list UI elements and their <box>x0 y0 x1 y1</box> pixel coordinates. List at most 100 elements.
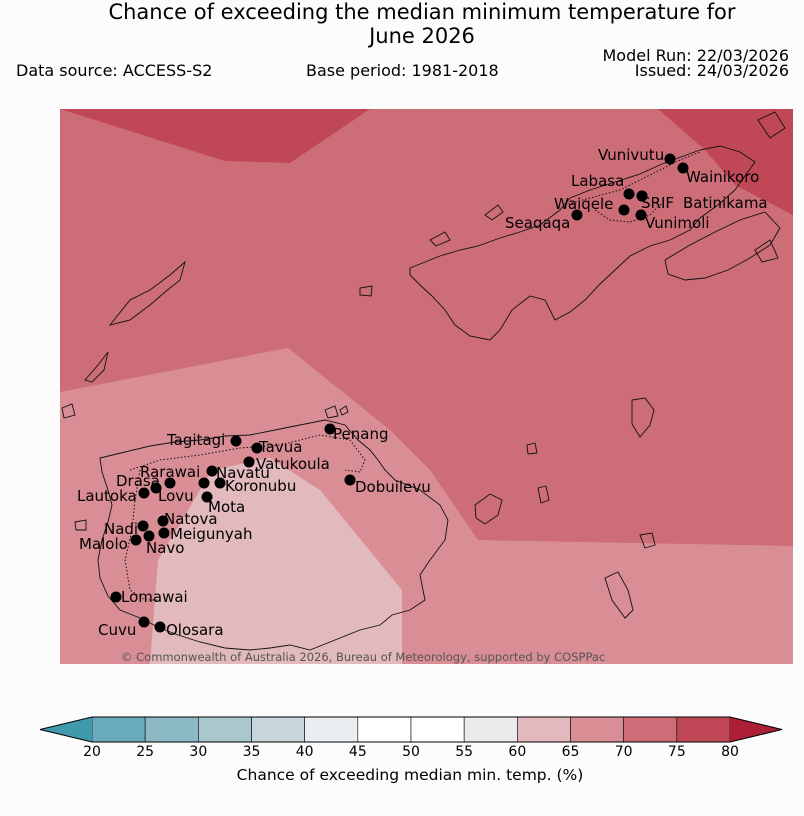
station-marker <box>214 477 226 489</box>
colorbar-cell <box>570 716 624 743</box>
station-marker <box>324 423 336 435</box>
taveuni-coast <box>664 211 781 281</box>
station-label: Navo <box>146 539 184 557</box>
station-label: Vatukoula <box>256 455 330 473</box>
title-line-1: Chance of exceeding the median minimum t… <box>108 0 736 24</box>
station-label: Lautoka <box>77 487 137 505</box>
station-label: Lomawai <box>121 588 188 606</box>
station-marker <box>158 527 170 539</box>
colorbar-cell <box>517 716 571 743</box>
colorbar-cells <box>91 716 731 743</box>
station-label: Mota <box>208 498 245 516</box>
station-marker <box>138 616 150 628</box>
station-label: Meigunyah <box>170 525 252 543</box>
chart-title: Chance of exceeding the median minimum t… <box>0 0 804 48</box>
colorbar-cell <box>144 716 199 743</box>
islet-penang-2 <box>339 405 349 416</box>
colorbar-tick-label: 75 <box>667 744 686 760</box>
station-marker <box>201 491 213 503</box>
colorbar-tick-label: 55 <box>455 744 474 760</box>
station-label: Wainikoro <box>686 168 759 186</box>
district-boundaries <box>124 151 701 601</box>
islet-west-2 <box>61 403 76 419</box>
station-label: Lovu <box>158 487 194 505</box>
station-label: Malolo <box>79 535 128 553</box>
colorbar-high-extension <box>730 717 782 742</box>
station-label: Natova <box>164 510 218 528</box>
colorbar-cell <box>410 716 465 743</box>
gau-coast <box>604 571 634 619</box>
colorbar-tick-label: 40 <box>295 744 314 760</box>
viti-levu-boundary-west <box>124 469 160 601</box>
station-marker <box>150 482 162 494</box>
ovalau-coast <box>474 493 503 525</box>
station-label: Drasa <box>116 472 160 490</box>
station-markers: Vunivutu Wainikoro Labasa Waiqele SRIF Batini… <box>77 146 768 639</box>
station-marker <box>636 190 648 202</box>
station-marker <box>664 153 676 165</box>
viti-levu-boundary-north <box>129 434 366 473</box>
colorbar-cell <box>676 716 731 743</box>
vanua-levu-boundary <box>564 151 701 206</box>
station-marker <box>677 162 689 174</box>
colorbar-cell <box>304 716 359 743</box>
station-label: Labasa <box>571 172 624 190</box>
colorbar-outline <box>39 716 783 743</box>
colorbar-tick-label: 25 <box>136 744 155 760</box>
colorbar-label: Chance of exceeding median min. temp. (%… <box>236 766 584 784</box>
station-marker <box>110 591 122 603</box>
colorbar-ticks: 20 25 30 35 40 45 50 55 60 65 70 75 80 <box>0 744 804 762</box>
yasawa-south <box>84 351 109 383</box>
colorbar-tick-label: 45 <box>348 744 367 760</box>
band-75-80-west <box>60 109 370 163</box>
yasawa-islands <box>108 260 186 326</box>
issued-text: Issued: 24/03/2026 <box>634 61 789 80</box>
islet-east-1 <box>754 239 779 263</box>
station-marker <box>164 477 176 489</box>
colorbar-tick-label: 30 <box>189 744 208 760</box>
station-marker <box>206 465 218 477</box>
colorbar-tick-label: 80 <box>721 744 739 760</box>
station-marker <box>130 534 142 546</box>
data-source-text: Data source: ACCESS-S2 <box>16 61 213 80</box>
station-marker <box>143 530 155 542</box>
colorbar-cell <box>198 716 252 743</box>
station-label: Batinikama <box>683 194 768 212</box>
station-marker <box>623 188 635 200</box>
colorbar <box>39 716 783 743</box>
station-label: Waiqele <box>554 195 613 213</box>
colorbar-tick-label: 65 <box>561 744 580 760</box>
colorbar-tick-label: 50 <box>402 744 420 760</box>
islet-north-2 <box>484 204 504 221</box>
colorbar-tick-label: 70 <box>614 744 633 760</box>
station-marker <box>243 456 255 468</box>
title-line-2: June 2026 <box>369 24 475 48</box>
station-marker <box>571 209 583 221</box>
station-label: Olosara <box>166 621 224 639</box>
colorbar-cell <box>91 716 146 743</box>
probability-fields <box>60 109 793 664</box>
station-marker <box>344 474 356 486</box>
koro-coast <box>631 397 655 438</box>
colorbar-tick-label: 20 <box>83 744 101 760</box>
colorbar-cell <box>623 716 678 743</box>
station-marker <box>157 515 169 527</box>
station-label: Navatu <box>216 464 270 482</box>
station-label: SRIF <box>641 194 674 212</box>
station-marker <box>635 209 647 221</box>
islet-northeast <box>757 111 786 139</box>
station-label: Dobuilevu <box>355 478 431 496</box>
station-label: Rarawai <box>140 463 200 481</box>
colorbar-low-extension <box>40 717 92 742</box>
colorbar-cell <box>357 716 412 743</box>
station-label: Vunivutu <box>598 146 664 164</box>
station-label: Nadi <box>104 520 138 538</box>
copyright-credit: © Commonwealth of Australia 2026, Bureau… <box>121 650 605 664</box>
station-marker <box>137 520 149 532</box>
model-run-text: Model Run: 22/03/2026 <box>602 46 790 65</box>
station-marker <box>198 477 210 489</box>
station-marker <box>618 204 630 216</box>
islet-north-1 <box>429 231 451 247</box>
station-label: Tagitagi <box>166 431 225 449</box>
islet-east-2 <box>639 532 656 549</box>
